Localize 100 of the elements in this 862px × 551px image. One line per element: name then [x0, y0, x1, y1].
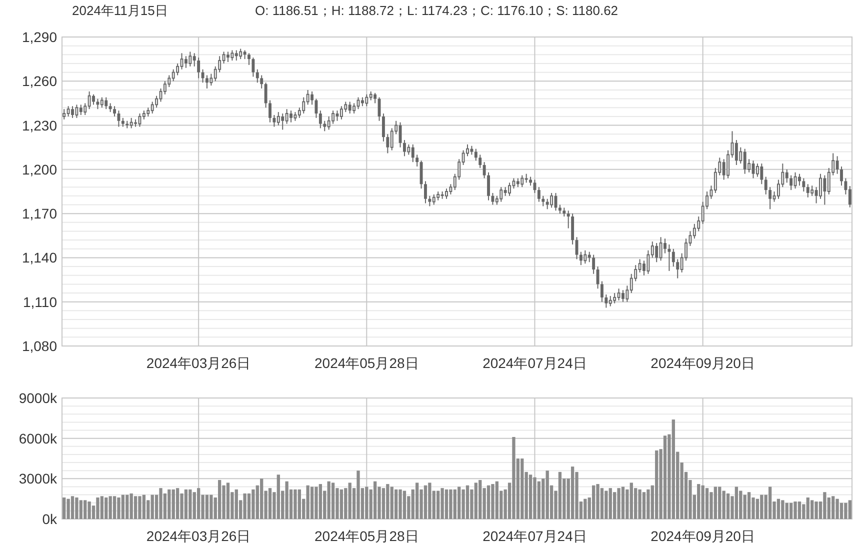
- candlestick: [756, 163, 759, 178]
- bar: [848, 500, 852, 519]
- bar: [108, 496, 112, 519]
- candlestick: [491, 192, 494, 206]
- bar: [453, 489, 456, 519]
- candlestick: [264, 82, 268, 108]
- bar: [663, 436, 667, 519]
- bar: [776, 498, 780, 519]
- candlestick: [272, 114, 276, 128]
- candlestick: [840, 166, 843, 186]
- bar: [655, 450, 658, 519]
- bar: [252, 489, 255, 519]
- candlestick: [646, 250, 650, 274]
- bar: [314, 486, 318, 519]
- candlestick: [836, 156, 839, 174]
- bar: [96, 497, 100, 519]
- candlestick: [75, 104, 78, 118]
- bar: [84, 500, 87, 519]
- candlestick: [281, 113, 284, 130]
- x-tick-label: 2024年05月28日: [314, 528, 419, 544]
- candlestick: [764, 176, 768, 195]
- bar: [394, 489, 398, 519]
- bar: [768, 486, 772, 519]
- candlestick: [113, 106, 116, 117]
- bar: [520, 458, 524, 519]
- candlestick: [550, 192, 554, 208]
- candlestick: [172, 68, 175, 82]
- bar: [814, 502, 818, 519]
- candlestick: [104, 96, 108, 110]
- bar: [172, 489, 175, 519]
- candlestick: [180, 52, 184, 70]
- bar: [474, 482, 478, 519]
- candlestick: [424, 180, 427, 204]
- bar: [382, 488, 386, 519]
- candlestick: [310, 90, 314, 106]
- text: O: 1186.51；H: 1188.72；L: 1174.23；C: 1176.10；S: 1180.62: [255, 3, 618, 18]
- candlestick: [520, 174, 524, 188]
- bar: [840, 502, 844, 519]
- bar: [608, 488, 612, 519]
- candlestick: [390, 128, 394, 151]
- bar: [390, 486, 394, 519]
- bar: [218, 480, 222, 519]
- bar: [722, 490, 726, 519]
- bar: [739, 490, 742, 519]
- bar: [528, 474, 532, 519]
- x-tick-label: 2024年09月20日: [650, 355, 755, 371]
- bar: [781, 500, 784, 519]
- candlestick: [571, 213, 574, 245]
- x-tick-label: 2024年03月26日: [146, 355, 251, 371]
- bar: [810, 500, 814, 519]
- bar: [142, 494, 146, 519]
- bar: [697, 484, 700, 519]
- bar: [428, 482, 432, 519]
- candlestick: [584, 250, 587, 264]
- candlestick: [482, 162, 486, 179]
- bar: [66, 498, 70, 519]
- bar: [306, 485, 310, 519]
- x-tick-label: 2024年05月28日: [314, 355, 419, 371]
- bar: [584, 498, 587, 519]
- bar: [486, 485, 490, 519]
- bar: [117, 497, 120, 519]
- candlestick: [785, 168, 788, 184]
- candlestick: [537, 186, 540, 202]
- candlestick: [210, 73, 213, 86]
- candlestick: [655, 242, 658, 263]
- candlestick: [256, 68, 259, 84]
- bar: [112, 496, 116, 519]
- bar: [416, 482, 419, 519]
- bar: [226, 482, 230, 519]
- y-tick-label: 1,290: [22, 29, 58, 45]
- candlestick: [760, 163, 764, 185]
- bar: [70, 496, 74, 519]
- bar: [62, 497, 66, 519]
- y-tick-label: 6000k: [18, 430, 58, 446]
- bar: [785, 502, 788, 519]
- candlestick: [432, 194, 436, 206]
- bar: [196, 488, 200, 519]
- candlestick: [617, 288, 620, 301]
- candlestick: [500, 186, 503, 202]
- bar: [168, 489, 171, 519]
- bar: [440, 488, 444, 519]
- bar: [491, 484, 494, 519]
- y-tick-label: 3000k: [18, 470, 58, 487]
- candlestick: [676, 258, 680, 279]
- candlestick: [332, 110, 335, 124]
- bar: [348, 482, 352, 519]
- candlestick: [92, 94, 95, 106]
- candlestick: [542, 195, 545, 207]
- candlestick: [71, 106, 74, 118]
- candlestick: [66, 106, 70, 117]
- bar: [138, 496, 142, 519]
- x-tick-label: 2024年03月26日: [146, 528, 251, 544]
- candlestick: [100, 96, 104, 108]
- candlestick: [176, 62, 180, 76]
- bar: [630, 482, 633, 519]
- bar: [832, 496, 835, 519]
- bar: [104, 497, 108, 519]
- candlestick: [420, 160, 423, 190]
- bar: [596, 484, 600, 519]
- bar: [836, 498, 839, 519]
